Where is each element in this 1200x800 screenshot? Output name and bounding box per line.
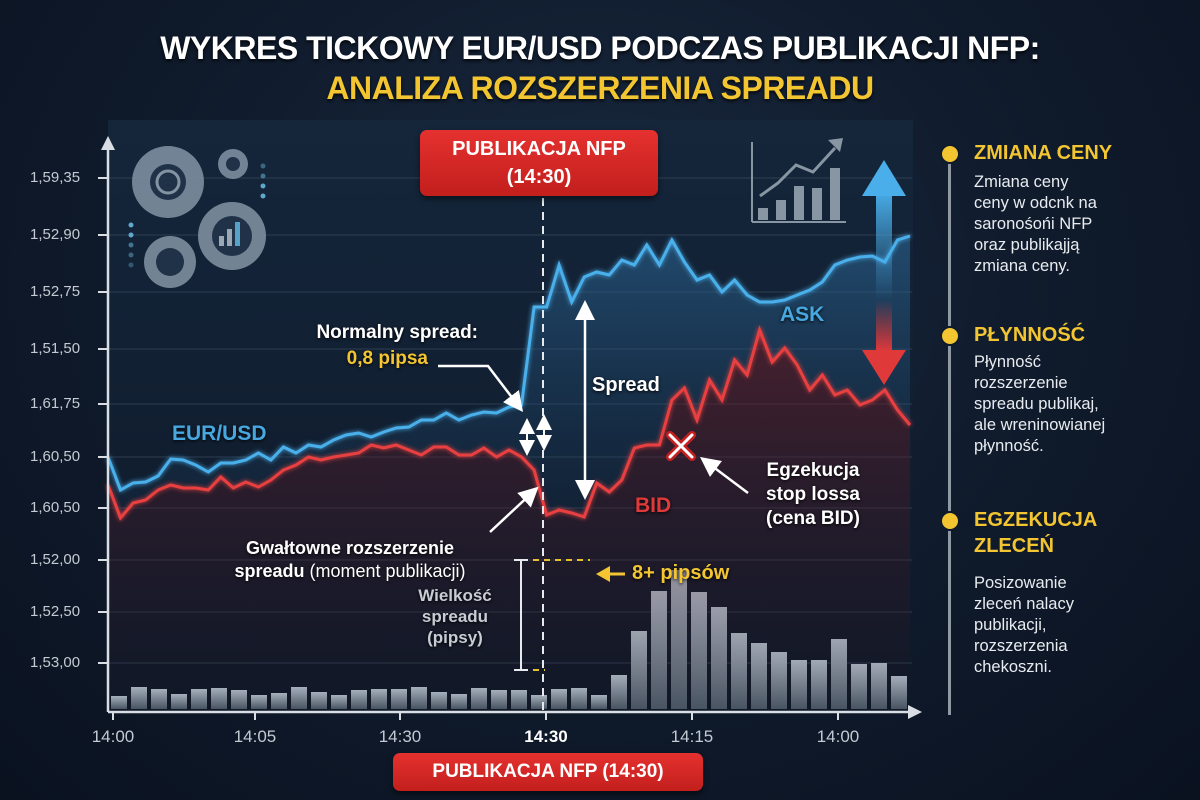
body-line: rozszerzenie (974, 374, 1068, 392)
heading-line: EGZEKUCJA (974, 509, 1098, 531)
max-spread-arrow-icon (596, 566, 625, 582)
title-line-2: ANALIZA ROZSZERZENIA SPREADU (326, 70, 874, 106)
title-line-1: WYKRES TICKOWY EUR/USD PODCZAS PUBLIKACJ… (160, 30, 1040, 66)
spread-size-line-2: spreadu (421, 607, 489, 626)
x-tick-label: 14:05 (233, 727, 277, 746)
spread-label: Spread (592, 374, 660, 396)
widening-line-2-rest: (moment publikacji) (304, 561, 466, 581)
y-tick-label: 1,52,90 (30, 226, 81, 243)
y-tick-label: 1,61,75 (30, 395, 81, 412)
body-line: ceny w odcnk na (974, 194, 1097, 212)
x-tick-label: 14:00 (816, 727, 860, 746)
stop-loss-x-icon (666, 431, 696, 461)
widening-line-1: Gwałtowne rozszerzenie (245, 538, 455, 558)
nfp-badge-line-2: (14:30) (506, 166, 572, 188)
body-line: chekoszni. (974, 658, 1052, 676)
chart-title: WYKRES TICKOWY EUR/USD PODCZAS PUBLIKACJ… (0, 28, 1200, 108)
ask-area (108, 236, 910, 518)
side-item-body: Płynność rozszerzenie spreadu publikaj, … (974, 352, 1184, 457)
spread-size-bracket (514, 559, 528, 671)
body-line: publikacji, (974, 616, 1047, 634)
side-item-body: Posizowanie zleceń nalacy publikacji, ro… (974, 573, 1184, 678)
body-line: spreadu publikaj, (974, 395, 1099, 413)
stop-loss-line-3: (cena BID) (766, 508, 860, 529)
bullet-icon (940, 511, 960, 531)
side-panel-timeline (948, 150, 951, 715)
ask-label: ASK (780, 303, 825, 326)
side-item-heading: ZMIANA CENY (974, 142, 1113, 164)
eurusd-label: EUR/USD (172, 422, 267, 445)
body-line: zleceń nalacy (974, 595, 1074, 613)
normal-spread-value: 0,8 pipsa (346, 348, 428, 369)
bullet-icon (940, 326, 960, 346)
growth-chart-icon (751, 138, 846, 223)
dots-icon (128, 163, 266, 268)
y-tick-label: 1,59,35 (30, 169, 81, 186)
spread-level-guides (533, 559, 590, 671)
body-line: płynność. (974, 437, 1044, 455)
body-line: ale wreninowianej (974, 416, 1106, 434)
side-item-body: Zmiana ceny ceny w odcnk na saronośońi N… (974, 172, 1184, 277)
nfp-release-footer-badge: PUBLIKACJA NFP (14:30) (393, 753, 703, 791)
body-line: saronośońi NFP (974, 215, 1093, 233)
spread-size-label: Wielkość spreadu (pipsy) (400, 585, 510, 648)
normal-spread-pointer (438, 364, 524, 412)
bid-label: BID (635, 494, 672, 517)
y-tick-label: 1,52,00 (30, 551, 81, 568)
spread-size-line-1: Wielkość (418, 586, 492, 605)
normal-spread-title: Normalny spread: (316, 322, 478, 343)
spread-size-line-3: (pipsy) (427, 628, 483, 647)
y-tick-marks (98, 177, 108, 664)
x-tick-label: 14:15 (670, 727, 714, 746)
stop-loss-pointer (700, 457, 749, 494)
body-line: Płynność (974, 353, 1041, 371)
x-tick-label-nfp: 14:30 (524, 727, 568, 746)
bid-area (108, 330, 910, 710)
nfp-badge-line-1: PUBLIKACJA NFP (452, 138, 626, 160)
stop-loss-line-1: Egzekucja (766, 460, 860, 481)
up-arrow-icon (862, 160, 906, 300)
body-line: oraz publikajją (974, 236, 1080, 254)
bid-line (106, 325, 912, 521)
body-line: Posizowanie (974, 574, 1067, 592)
gears-icon (132, 146, 266, 288)
y-tick-label: 1,52,50 (30, 603, 81, 620)
stop-loss-line-2: stop lossa (766, 484, 860, 505)
heading-line: ZLECEŃ (974, 535, 1054, 557)
side-item-heading: PŁYNNOŚĆ (974, 324, 1086, 346)
y-tick-label: 1,51,50 (30, 340, 81, 357)
widening-label: Gwałtowne rozszerzenie spreadu (moment p… (200, 537, 500, 583)
x-tick-label: 14:00 (91, 727, 135, 746)
max-spread-label: 8+ pipsów (632, 562, 730, 584)
y-tick-label: 1,52,75 (30, 283, 81, 300)
widening-line-2-bold: spreadu (234, 561, 305, 581)
x-tick-label: 14:30 (378, 727, 422, 746)
axes (101, 136, 922, 719)
nfp-release-badge: PUBLIKACJA NFP (14:30) (420, 130, 658, 196)
widening-pointer (489, 486, 539, 533)
y-tick-label: 1,60,50 (30, 499, 81, 516)
body-line: zmiana ceny. (974, 257, 1070, 275)
body-line: Zmiana ceny (974, 173, 1069, 191)
body-line: rozszerzenia (974, 637, 1068, 655)
side-item-heading: EGZEKUCJA ZLECEŃ (974, 507, 1184, 559)
y-tick-label: 1,53,00 (30, 654, 81, 671)
y-tick-label: 1,60,50 (30, 448, 81, 465)
bullet-icon (940, 144, 960, 164)
down-arrow-icon (862, 300, 906, 385)
x-tick-marks (112, 712, 839, 720)
stop-loss-label: Egzekucja stop lossa (cena BID) (748, 459, 878, 531)
